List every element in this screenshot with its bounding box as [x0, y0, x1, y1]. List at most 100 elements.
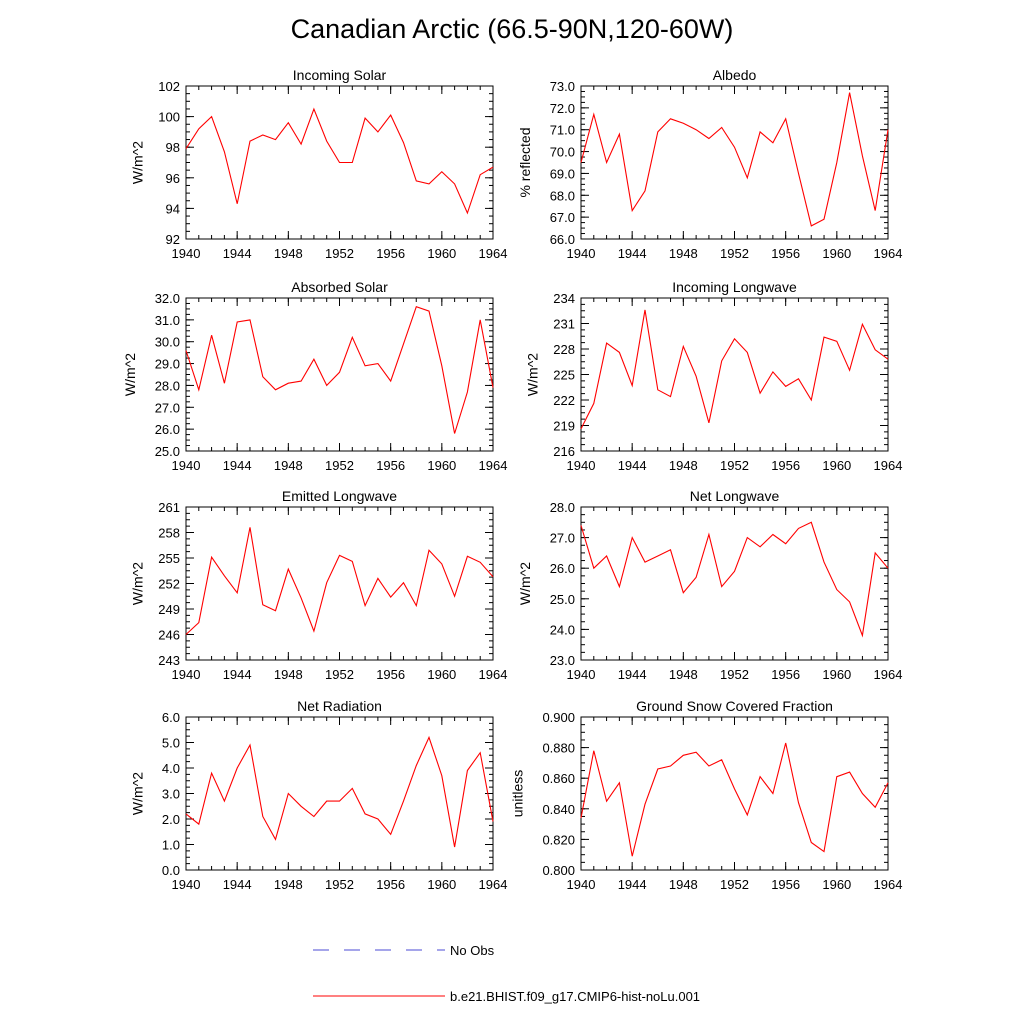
series-line — [580, 521, 889, 638]
x-tick-label: 1948 — [274, 458, 303, 473]
y-tick-label: 3.0 — [162, 787, 180, 802]
y-tick-label: 27.0 — [550, 531, 575, 546]
series-line — [580, 742, 889, 857]
y-tick-label: 249 — [158, 602, 180, 617]
x-tick-label: 1944 — [618, 667, 647, 682]
x-tick-label: 1952 — [720, 458, 749, 473]
panel-albedo: 1940 1944 1948 1952 1956 1960 1964 66.0 67.0 68.0… — [517, 67, 902, 261]
series-line — [580, 309, 889, 430]
y-tick-label: 67.0 — [550, 210, 575, 225]
figure-title: Canadian Arctic (66.5-90N,120-60W) — [290, 14, 734, 44]
y-axis-label: unitless — [510, 770, 526, 817]
series-line — [185, 735, 494, 848]
panel-title: Net Radiation — [297, 698, 382, 714]
y-tick-label: 243 — [158, 653, 180, 668]
y-tick-label: 0.0 — [162, 863, 180, 878]
legend-label: No Obs — [450, 943, 495, 958]
panel-title: Albedo — [713, 67, 757, 83]
series-line — [185, 107, 494, 215]
x-tick-label: 1956 — [771, 877, 800, 892]
plot-frame — [580, 297, 889, 452]
x-tick-label: 1960 — [427, 458, 456, 473]
x-tick-label: 1952 — [325, 458, 354, 473]
y-tick-label: 1.0 — [162, 838, 180, 853]
y-tick-label: 23.0 — [550, 653, 575, 668]
x-tick-label: 1944 — [223, 246, 252, 261]
x-tick-label: 1948 — [274, 877, 303, 892]
x-tick-label: 1960 — [427, 246, 456, 261]
x-tick-label: 1940 — [172, 667, 201, 682]
x-tick-label: 1964 — [874, 877, 903, 892]
x-tick-label: 1956 — [376, 458, 405, 473]
x-tick-label: 1960 — [822, 458, 851, 473]
x-tick-label: 1964 — [479, 877, 508, 892]
x-tick-label: 1956 — [771, 246, 800, 261]
y-tick-label: 73.0 — [550, 79, 575, 94]
x-tick-label: 1952 — [325, 667, 354, 682]
y-axis-label: % reflected — [517, 127, 533, 197]
y-tick-label: 231 — [553, 317, 575, 332]
x-tick-label: 1952 — [720, 877, 749, 892]
x-tick-label: 1940 — [172, 877, 201, 892]
x-tick-label: 1964 — [479, 667, 508, 682]
y-tick-label: 72.0 — [550, 101, 575, 116]
y-axis-label: W/m^2 — [122, 353, 138, 396]
x-tick-label: 1952 — [325, 246, 354, 261]
y-tick-label: 228 — [553, 342, 575, 357]
y-tick-label: 0.820 — [542, 832, 575, 847]
y-tick-label: 0.900 — [542, 710, 575, 725]
y-tick-label: 30.0 — [155, 335, 180, 350]
x-tick-label: 1944 — [618, 877, 647, 892]
y-tick-label: 98 — [166, 140, 180, 155]
x-tick-label: 1964 — [479, 246, 508, 261]
x-tick-label: 1956 — [376, 246, 405, 261]
y-tick-label: 0.840 — [542, 802, 575, 817]
panel-title: Emitted Longwave — [282, 488, 397, 504]
panel-net-longwave: 1940 1944 1948 1952 1956 1960 1964 23.0 24.0 25.0… — [517, 488, 902, 682]
x-tick-label: 1940 — [567, 877, 596, 892]
y-tick-label: 24.0 — [550, 622, 575, 637]
panel-net-radiation: 1940 1944 1948 1952 1956 1960 1964 0.0 1.0 2.0 3.0… — [130, 698, 508, 892]
panel-title: Absorbed Solar — [291, 279, 388, 295]
y-tick-label: 28.0 — [550, 500, 575, 515]
x-tick-label: 1964 — [874, 458, 903, 473]
y-tick-label: 261 — [158, 500, 180, 515]
y-tick-label: 0.880 — [542, 741, 575, 756]
y-tick-label: 68.0 — [550, 188, 575, 203]
y-tick-label: 252 — [158, 577, 180, 592]
y-tick-label: 2.0 — [162, 812, 180, 827]
x-tick-label: 1948 — [669, 877, 698, 892]
x-tick-label: 1952 — [720, 667, 749, 682]
x-tick-label: 1956 — [376, 877, 405, 892]
y-tick-label: 225 — [553, 368, 575, 383]
y-tick-label: 4.0 — [162, 761, 180, 776]
series-line — [185, 527, 494, 635]
x-tick-label: 1964 — [479, 458, 508, 473]
y-tick-label: 6.0 — [162, 710, 180, 725]
x-tick-label: 1960 — [822, 246, 851, 261]
y-tick-label: 69.0 — [550, 166, 575, 181]
x-tick-label: 1948 — [669, 667, 698, 682]
panel-incoming-longwave: 1940 1944 1948 1952 1956 1960 1964 216 219 222 225… — [525, 279, 903, 473]
y-tick-label: 71.0 — [550, 123, 575, 138]
y-tick-label: 216 — [553, 444, 575, 459]
legend: No Obs b.e21.BHIST.f09_g17.CMIP6-hist-noL… — [313, 943, 700, 1004]
y-axis-label: W/m^2 — [517, 562, 533, 605]
x-tick-label: 1944 — [618, 246, 647, 261]
y-tick-label: 31.0 — [155, 313, 180, 328]
x-tick-label: 1944 — [223, 458, 252, 473]
plot-frame — [580, 506, 889, 661]
panel-absorbed-solar: 1940 1944 1948 1952 1956 1960 1964 25.0 26.0 27.0… — [122, 279, 507, 473]
y-tick-label: 29.0 — [155, 357, 180, 372]
x-tick-label: 1948 — [274, 246, 303, 261]
x-tick-label: 1944 — [618, 458, 647, 473]
panel-emitted-longwave: 1940 1944 1948 1952 1956 1960 1964 243 246 249 252… — [130, 488, 508, 682]
y-axis-label: W/m^2 — [130, 562, 146, 605]
panel-title: Ground Snow Covered Fraction — [636, 698, 833, 714]
y-tick-label: 27.0 — [155, 400, 180, 415]
y-tick-label: 32.0 — [155, 291, 180, 306]
y-tick-label: 92 — [166, 232, 180, 247]
x-tick-label: 1956 — [771, 667, 800, 682]
x-tick-label: 1948 — [669, 458, 698, 473]
